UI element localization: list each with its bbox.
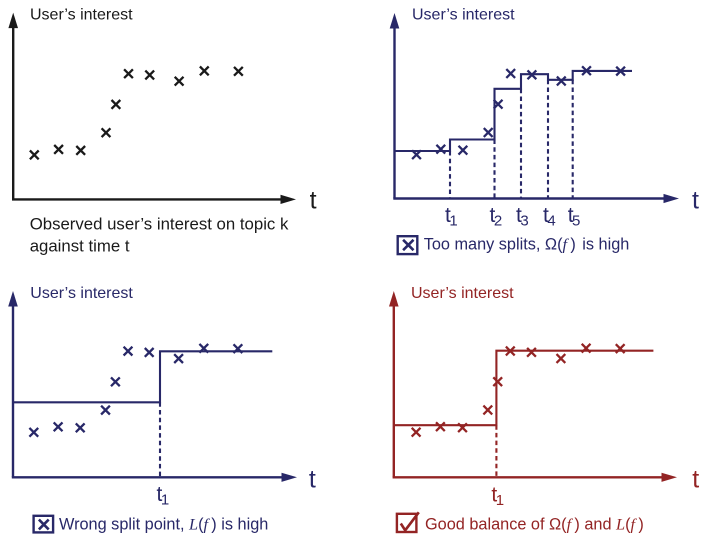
svg-text:Too many splits, Ω(f ) is high: Too many splits, Ω(f ) is high: [424, 235, 630, 254]
svg-text:t: t: [309, 466, 316, 494]
svg-text:User’s interest: User’s interest: [412, 7, 515, 24]
svg-text:t: t: [692, 186, 699, 214]
svg-text:User’s interest: User’s interest: [30, 285, 133, 302]
svg-text:against time t: against time t: [30, 236, 130, 255]
svg-text:User’s interest: User’s interest: [411, 285, 514, 302]
svg-text:t: t: [692, 466, 699, 494]
svg-text:Wrong split point, L(f ) is hi: Wrong split point, L(f ) is high: [59, 515, 268, 534]
svg-text:Observed user’s interest on to: Observed user’s interest on topic k: [30, 214, 289, 233]
svg-text:User’s interest: User’s interest: [30, 7, 133, 24]
svg-text:Good balance of Ω(f ) and L(f: Good balance of Ω(f ) and L(f ): [425, 515, 644, 534]
svg-text:t: t: [310, 186, 317, 214]
